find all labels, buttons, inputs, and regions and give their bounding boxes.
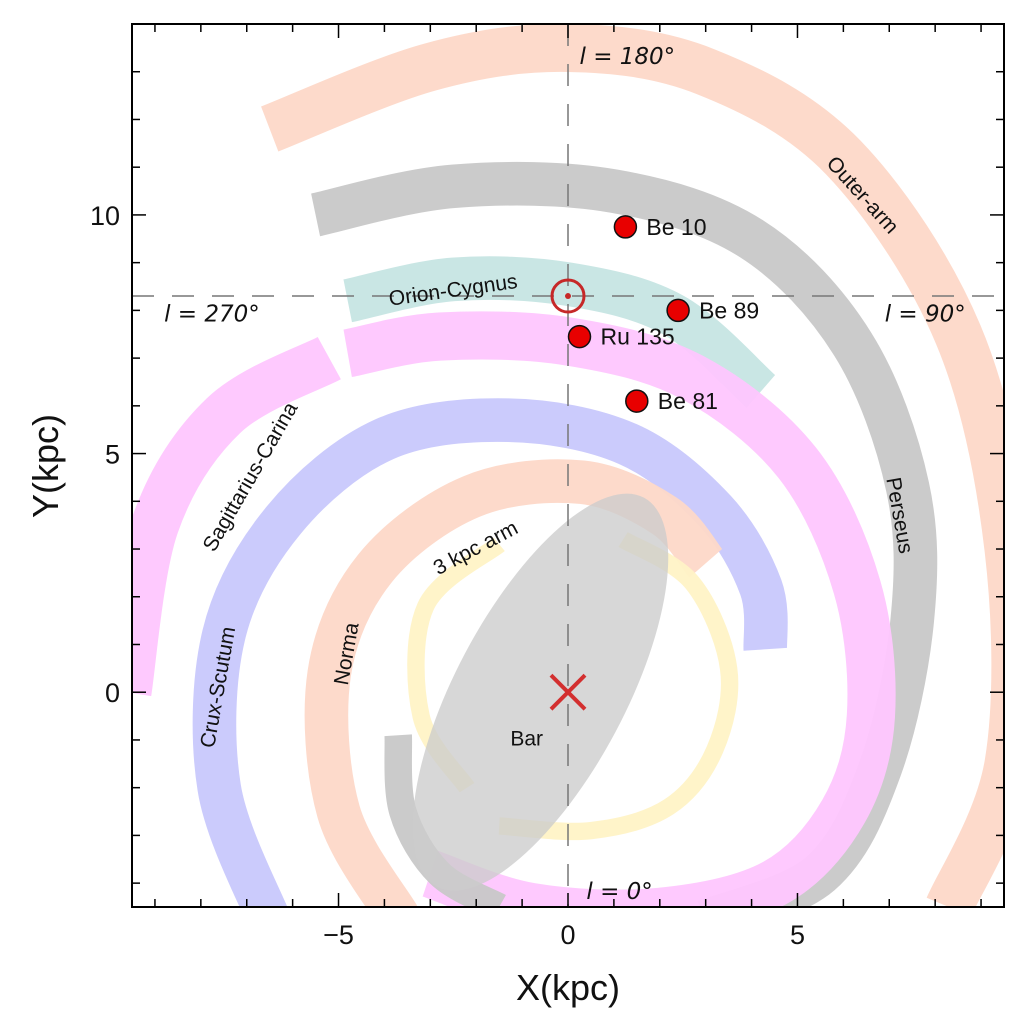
y-tick-label-1: 5	[105, 440, 120, 470]
sun-symbol-ring	[550, 278, 586, 314]
cluster-point-be-10	[613, 215, 638, 239]
cluster-point-ru-135	[567, 324, 592, 349]
cluster-label-ru-135: Ru 135	[601, 324, 675, 350]
x-tick-label-0: −5	[323, 920, 354, 950]
bar-label: Bar	[510, 727, 543, 750]
longitude-guides	[132, 24, 1004, 907]
x-axis-title: X(kpc)	[516, 967, 620, 1008]
arm-sagittarius-carina-4	[132, 336, 341, 697]
y-tick-label-0: 0	[105, 678, 120, 708]
x-tick-label-2: 5	[790, 920, 805, 950]
longitude-label-1: l = 270°	[164, 302, 260, 328]
arm-outer-arm-0	[260, 24, 1004, 907]
cluster-point-be-81	[625, 389, 649, 413]
y-tick-label-2: 10	[90, 201, 120, 231]
galactic-bar	[412, 493, 669, 891]
sun-symbol-dot	[565, 293, 571, 300]
y-axis-title: Y(kpc)	[25, 414, 66, 518]
arm-3-kpc-arm-7	[498, 531, 739, 841]
longitude-label-3: l = 0°	[586, 879, 652, 905]
longitude-label-2: l = 90°	[885, 302, 966, 328]
axis-ticks: −5 0 5 0 5 10	[90, 24, 1004, 950]
cluster-label-be-89: Be 89	[699, 297, 759, 323]
arm-sagittarius-carina-3	[342, 311, 896, 907]
markers: Be 10 Be 89 Ru 135 Be 81	[549, 214, 759, 711]
cluster-label-be-10: Be 10	[646, 214, 706, 240]
cluster-label-be-81: Be 81	[658, 388, 718, 414]
longitude-label-0: l = 180°	[580, 44, 676, 70]
cluster-point-be-89	[666, 298, 690, 323]
galactic-center-cross-b	[549, 673, 587, 711]
x-tick-label-1: 0	[560, 920, 575, 950]
arm-crux-scutum-5	[192, 398, 788, 907]
